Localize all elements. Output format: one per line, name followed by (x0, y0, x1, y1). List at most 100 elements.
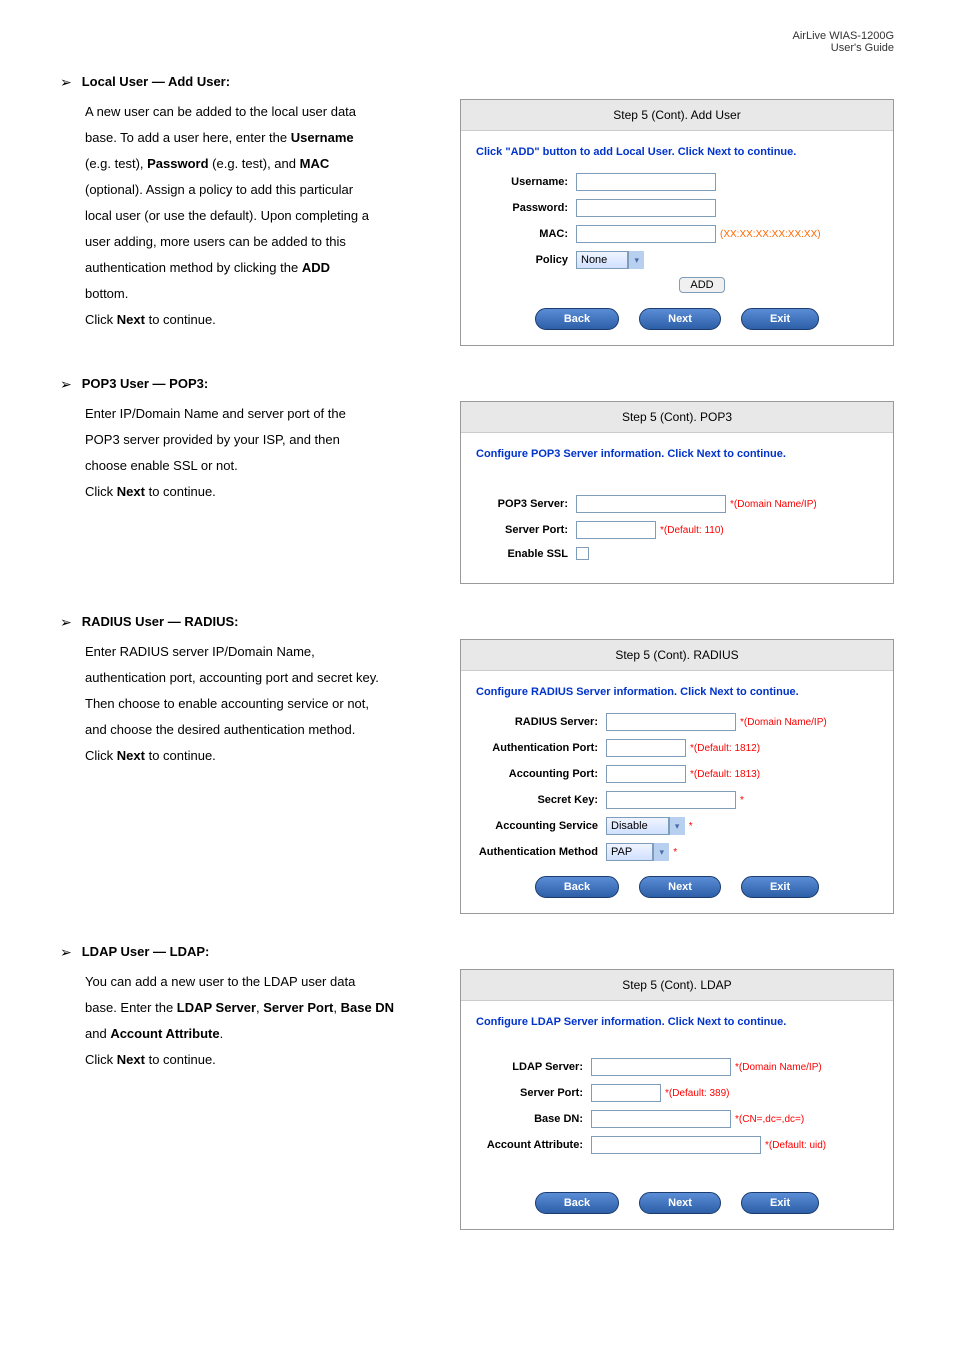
pop3-instruction: Configure POP3 Server information. Click… (476, 448, 878, 460)
radius-buttons: Back Next Exit (476, 876, 878, 898)
section-ldap: You can add a new user to the LDAP user … (60, 969, 894, 1230)
ldap-dn-hint: *(CN=,dc=,dc=) (735, 1114, 804, 1125)
row-pop3-ssl: Enable SSL (476, 547, 878, 560)
exit-button[interactable]: Exit (741, 876, 819, 898)
next-button[interactable]: Next (639, 308, 721, 330)
row-policy: Policy None▾ (476, 251, 878, 269)
radius-instruction: Configure RADIUS Server information. Cli… (476, 686, 878, 698)
bullet-title-pop3: POP3 User — POP3: (82, 376, 208, 391)
row-pop3-server: POP3 Server: *(Domain Name/IP) (476, 495, 878, 513)
row-radius-acctsvc: Accounting Service Disable▾* (476, 817, 878, 835)
exit-button[interactable]: Exit (741, 308, 819, 330)
input-username[interactable] (576, 173, 716, 191)
row-password: Password: (476, 199, 878, 217)
label-ldap-port: Server Port: (476, 1087, 591, 1099)
chevron-down-icon[interactable]: ▾ (669, 817, 685, 835)
bullet-ldap: ➢ LDAP User — LDAP: (60, 944, 894, 961)
label-ldap-dn: Base DN: (476, 1113, 591, 1125)
ldap-text: You can add a new user to the LDAP user … (60, 969, 440, 1230)
select-authmethod[interactable]: PAP (606, 843, 653, 861)
next-button[interactable]: Next (639, 876, 721, 898)
radius-panel-header: Step 5 (Cont). RADIUS (461, 640, 893, 671)
row-radius-authport: Authentication Port: *(Default: 1812) (476, 739, 878, 757)
label-password: Password: (476, 202, 576, 214)
input-mac[interactable] (576, 225, 716, 243)
ldap-server-hint: *(Domain Name/IP) (735, 1062, 822, 1073)
bullet-icon: ➢ (60, 944, 72, 961)
input-ldap-server[interactable] (591, 1058, 731, 1076)
label-username: Username: (476, 176, 576, 188)
label-pop3-server: POP3 Server: (476, 498, 576, 510)
chevron-down-icon[interactable]: ▾ (628, 251, 644, 269)
row-radius-secret: Secret Key: * (476, 791, 878, 809)
select-policy[interactable]: None (576, 251, 628, 269)
label-pop3-ssl: Enable SSL (476, 548, 576, 560)
row-pop3-port: Server Port: *(Default: 110) (476, 521, 878, 539)
ldap-port-hint: *(Default: 389) (665, 1088, 729, 1099)
row-add: ADD (476, 277, 878, 293)
radius-authport-hint: *(Default: 1812) (690, 743, 760, 754)
bullet-title-radius: RADIUS User — RADIUS: (82, 614, 239, 629)
input-radius-acctport[interactable] (606, 765, 686, 783)
bullet-title-local: Local User — Add User: (82, 74, 230, 89)
radius-text: Enter RADIUS server IP/Domain Name, auth… (60, 639, 440, 914)
label-mac: MAC: (476, 228, 576, 240)
input-ldap-port[interactable] (591, 1084, 661, 1102)
row-ldap-dn: Base DN: *(CN=,dc=,dc=) (476, 1110, 878, 1128)
label-ldap-account: Account Attribute: (476, 1139, 591, 1151)
section-pop3: Enter IP/Domain Name and server port of … (60, 401, 894, 584)
ldap-instruction: Configure LDAP Server information. Click… (476, 1016, 878, 1028)
input-radius-server[interactable] (606, 713, 736, 731)
product-name: AirLive WIAS-1200G (793, 30, 894, 42)
guide-name: User's Guide (831, 42, 894, 54)
ldap-buttons: Back Next Exit (476, 1192, 878, 1214)
chevron-down-icon[interactable]: ▾ (653, 843, 669, 861)
section-radius: Enter RADIUS server IP/Domain Name, auth… (60, 639, 894, 914)
radius-server-hint: *(Domain Name/IP) (740, 717, 827, 728)
label-radius-acctsvc: Accounting Service (476, 820, 606, 832)
local-instruction: Click "ADD" button to add Local User. Cl… (476, 146, 878, 158)
label-radius-acctport: Accounting Port: (476, 768, 606, 780)
label-ldap-server: LDAP Server: (476, 1061, 591, 1073)
back-button[interactable]: Back (535, 1192, 619, 1214)
exit-button[interactable]: Exit (741, 1192, 819, 1214)
input-radius-authport[interactable] (606, 739, 686, 757)
bullet-icon: ➢ (60, 614, 72, 631)
radius-panel-body: Configure RADIUS Server information. Cli… (461, 671, 893, 913)
row-mac: MAC: (XX:XX:XX:XX:XX:XX) (476, 225, 878, 243)
add-button[interactable]: ADD (679, 277, 724, 293)
local-buttons: Back Next Exit (476, 308, 878, 330)
radius-acctport-hint: *(Default: 1813) (690, 769, 760, 780)
local-panel-body: Click "ADD" button to add Local User. Cl… (461, 131, 893, 345)
input-password[interactable] (576, 199, 716, 217)
label-radius-secret: Secret Key: (476, 794, 606, 806)
pop3-port-hint: *(Default: 110) (660, 525, 724, 536)
row-ldap-server: LDAP Server: *(Domain Name/IP) (476, 1058, 878, 1076)
section-local: A new user can be added to the local use… (60, 99, 894, 346)
select-acctsvc[interactable]: Disable (606, 817, 669, 835)
input-pop3-server[interactable] (576, 495, 726, 513)
ldap-panel-body: Configure LDAP Server information. Click… (461, 1001, 893, 1229)
mac-hint: (XX:XX:XX:XX:XX:XX) (720, 229, 821, 240)
back-button[interactable]: Back (535, 308, 619, 330)
label-radius-authport: Authentication Port: (476, 742, 606, 754)
pop3-panel-body: Configure POP3 Server information. Click… (461, 433, 893, 583)
label-radius-server: RADIUS Server: (476, 716, 606, 728)
pop3-text: Enter IP/Domain Name and server port of … (60, 401, 440, 584)
pop3-panel: Step 5 (Cont). POP3 Configure POP3 Serve… (460, 401, 894, 584)
bullet-pop3: ➢ POP3 User — POP3: (60, 376, 894, 393)
input-ldap-account[interactable] (591, 1136, 761, 1154)
row-radius-acctport: Accounting Port: *(Default: 1813) (476, 765, 878, 783)
next-button[interactable]: Next (639, 1192, 721, 1214)
ldap-panel-header: Step 5 (Cont). LDAP (461, 970, 893, 1001)
input-radius-secret[interactable] (606, 791, 736, 809)
checkbox-ssl[interactable] (576, 547, 589, 560)
page-header: AirLive WIAS-1200G User's Guide (60, 30, 894, 54)
local-text: A new user can be added to the local use… (60, 99, 440, 346)
local-panel: Step 5 (Cont). Add User Click "ADD" butt… (460, 99, 894, 346)
input-pop3-port[interactable] (576, 521, 656, 539)
bullet-icon: ➢ (60, 376, 72, 393)
back-button[interactable]: Back (535, 876, 619, 898)
input-ldap-dn[interactable] (591, 1110, 731, 1128)
label-pop3-port: Server Port: (476, 524, 576, 536)
